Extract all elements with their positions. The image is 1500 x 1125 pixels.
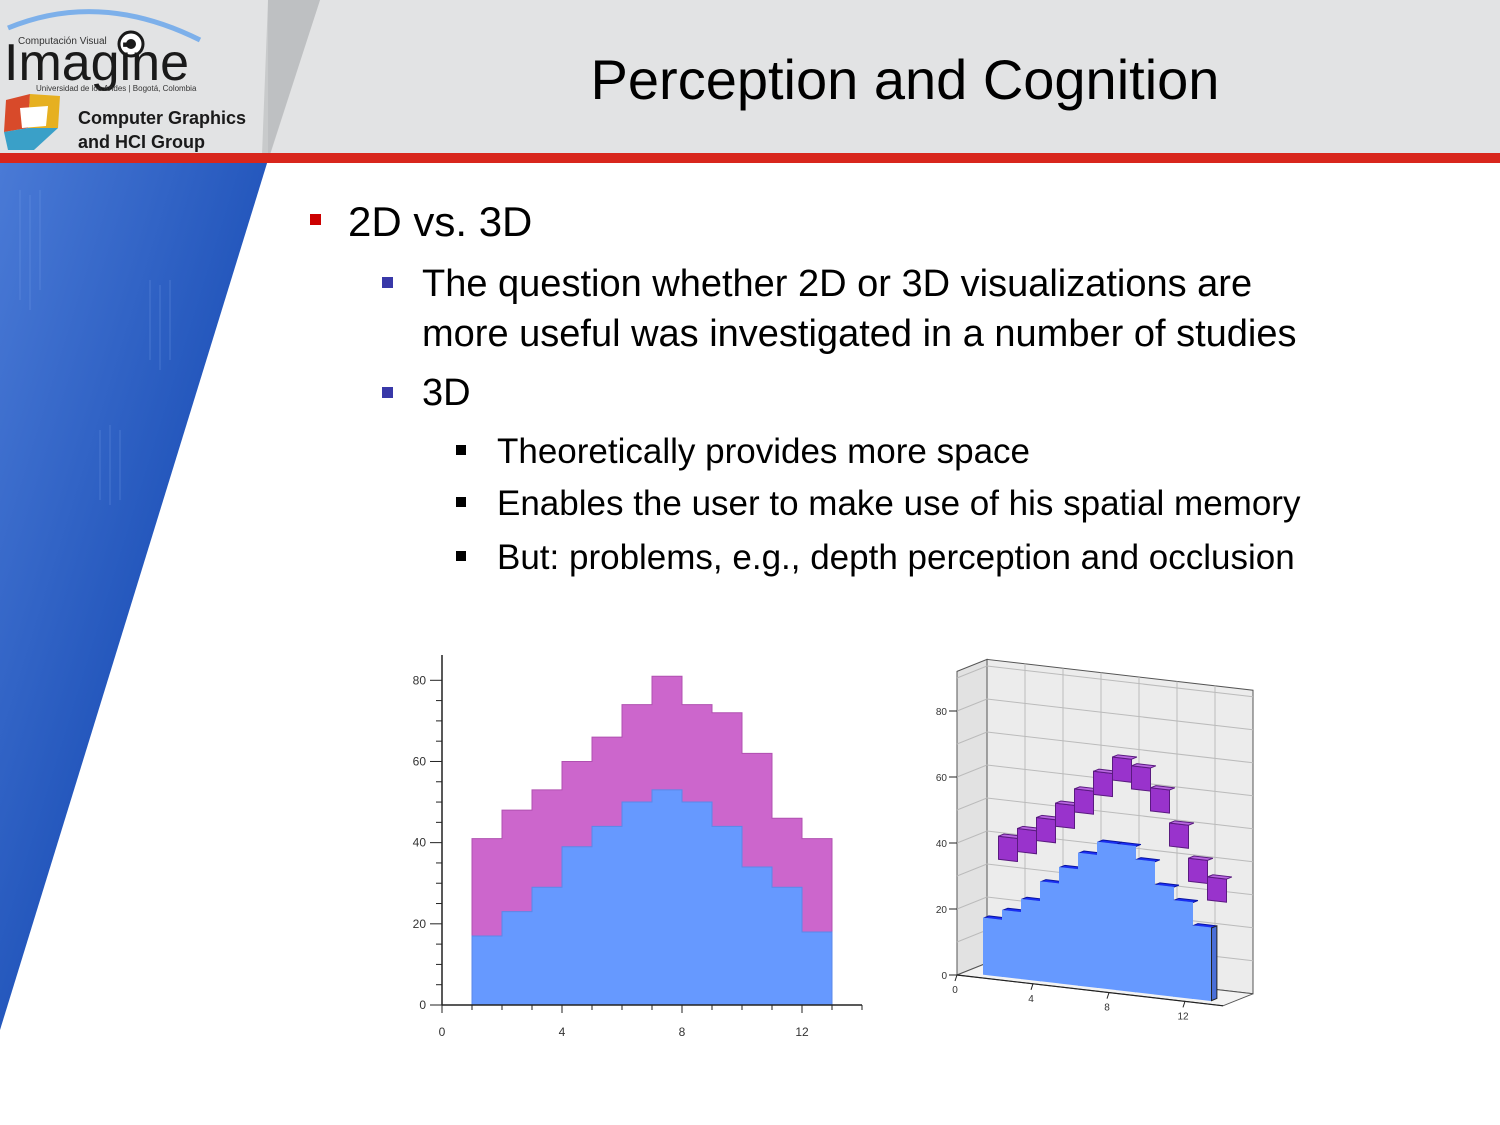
top-series-step: [1112, 756, 1132, 783]
imagine-logo: Computación Visual Imagine Universidad d…: [4, 9, 246, 152]
x-tick-label: 8: [1104, 1003, 1110, 1014]
grid-line: [956, 797, 988, 811]
logo-cube-icon: [4, 94, 60, 150]
grid-line: [956, 929, 988, 943]
grid-line: [956, 698, 988, 712]
bottom-series-step: [1078, 852, 1098, 988]
bottom-series-step: [983, 917, 1003, 977]
logo-group-line1: Computer Graphics: [78, 108, 246, 128]
grid-line: [956, 863, 988, 877]
top-series-step: [998, 835, 1018, 863]
x-tick: [1030, 983, 1034, 990]
x-tick-label: 0: [952, 985, 958, 996]
grid-line: [956, 665, 988, 679]
top-series-step-cap: [1131, 763, 1157, 769]
grid-line: [956, 731, 988, 745]
y-tick-label: 40: [936, 839, 948, 850]
bullet-marker-l1: [310, 214, 321, 225]
top-series-step-cap: [1169, 820, 1195, 826]
chart-2d-stacked-steps: 0 20 40 60 80 0 4 8 12: [413, 655, 863, 1039]
grid-line: [986, 698, 1254, 731]
bottom-series-step: [1135, 859, 1155, 995]
x-axis: [956, 974, 1224, 1007]
x-tick-label: 12: [1177, 1011, 1189, 1022]
bottom-series-step: [1097, 841, 1117, 991]
x-tick: [954, 974, 958, 982]
series-bottom-area: [471, 789, 833, 1006]
bottom-series-step: [1192, 925, 1212, 1002]
top-series-step: [1017, 827, 1037, 855]
top-series-step: [1055, 802, 1075, 830]
logo-eye-icon: [117, 30, 145, 58]
top-series-step: [1074, 788, 1094, 815]
bullet-l2a-line2: more useful was investigated in a number…: [422, 313, 1297, 355]
top-series-step: [1093, 770, 1113, 798]
slide-title: Perception and Cognition: [590, 48, 1220, 111]
y-tick-label: 0: [941, 971, 947, 982]
grid-line: [986, 665, 1254, 698]
y-tick-label: 80: [413, 673, 427, 687]
top-series-step: [1169, 822, 1189, 849]
bottom-series-step: [1040, 881, 1060, 984]
top-series-step-cap: [1207, 874, 1233, 880]
top-series-step-cap: [1112, 754, 1138, 760]
bullet-l3c-text: But: problems, e.g., depth perception an…: [497, 538, 1295, 577]
x-tick-label: 8: [679, 1025, 686, 1039]
grid-line: [986, 797, 1254, 830]
y-tick-label: 60: [936, 773, 948, 784]
bottom-series-step: [1002, 909, 1022, 980]
x-tick-label: 12: [795, 1025, 809, 1039]
header-bar: [0, 0, 1500, 155]
grid-line: [956, 896, 988, 910]
top-series-step: [1036, 816, 1056, 844]
top-series-step: [1188, 857, 1208, 885]
bottom-series-step: [1173, 899, 1193, 999]
y-tick-label: 40: [413, 836, 427, 850]
y-tick-label: 60: [413, 754, 427, 768]
bottom-series-step: [1154, 884, 1174, 997]
bullet-marker-l3: [456, 551, 466, 561]
bottom-series-step: [1059, 866, 1079, 986]
logo-university: Universidad de los Andes | Bogotá, Colom…: [36, 84, 197, 93]
bullet-l3b-text: Enables the user to make use of his spat…: [497, 484, 1301, 523]
logo-group-line2: and HCI Group: [78, 132, 205, 152]
bullet-l2a-line1: The question whether 2D or 3D visualizat…: [422, 263, 1253, 305]
grid-line: [986, 731, 1254, 764]
top-series-step: [1150, 787, 1170, 814]
bullet-l3a-text: Theoretically provides more space: [497, 432, 1031, 471]
side-wall: [956, 658, 988, 976]
grid-line: [956, 764, 988, 778]
bullet-marker-l2: [382, 277, 393, 288]
logo-top-text: Computación Visual: [18, 36, 107, 47]
bullet-marker-l3: [456, 497, 466, 507]
x-tick-label: 0: [439, 1025, 446, 1039]
y-tick-label: 20: [413, 917, 427, 931]
top-series-step: [1207, 876, 1227, 903]
bullet-l2b-text: 3D: [422, 372, 471, 414]
bullet-l1-text: 2D vs. 3D: [348, 198, 533, 245]
y-tick-label: 0: [419, 998, 426, 1012]
logo-wordmark: Imagine: [4, 34, 189, 92]
bottom-series-step: [1021, 898, 1041, 982]
grid-line: [956, 830, 988, 844]
y-tick-label: 80: [936, 707, 948, 718]
x-tick-label: 4: [1028, 994, 1034, 1005]
bottom-series-step: [1116, 843, 1136, 993]
chart-3d-stacked-steps: 0 20 40 60 80 0 4 8 12: [936, 658, 1254, 1022]
y-tick-label: 20: [936, 905, 948, 916]
top-series-step-cap: [1188, 855, 1214, 861]
top-series-step-cap: [1150, 785, 1176, 791]
top-series-step: [1131, 765, 1151, 792]
x-tick-label: 4: [559, 1025, 566, 1039]
left-decorative-band: [0, 0, 320, 1030]
bullet-marker-l2: [382, 387, 393, 398]
header-accent-line: [0, 153, 1500, 163]
x-tick: [1182, 1001, 1186, 1008]
x-tick: [1106, 992, 1110, 999]
bottom-series-side: [1211, 925, 1218, 1002]
bullet-marker-l3: [456, 445, 466, 455]
